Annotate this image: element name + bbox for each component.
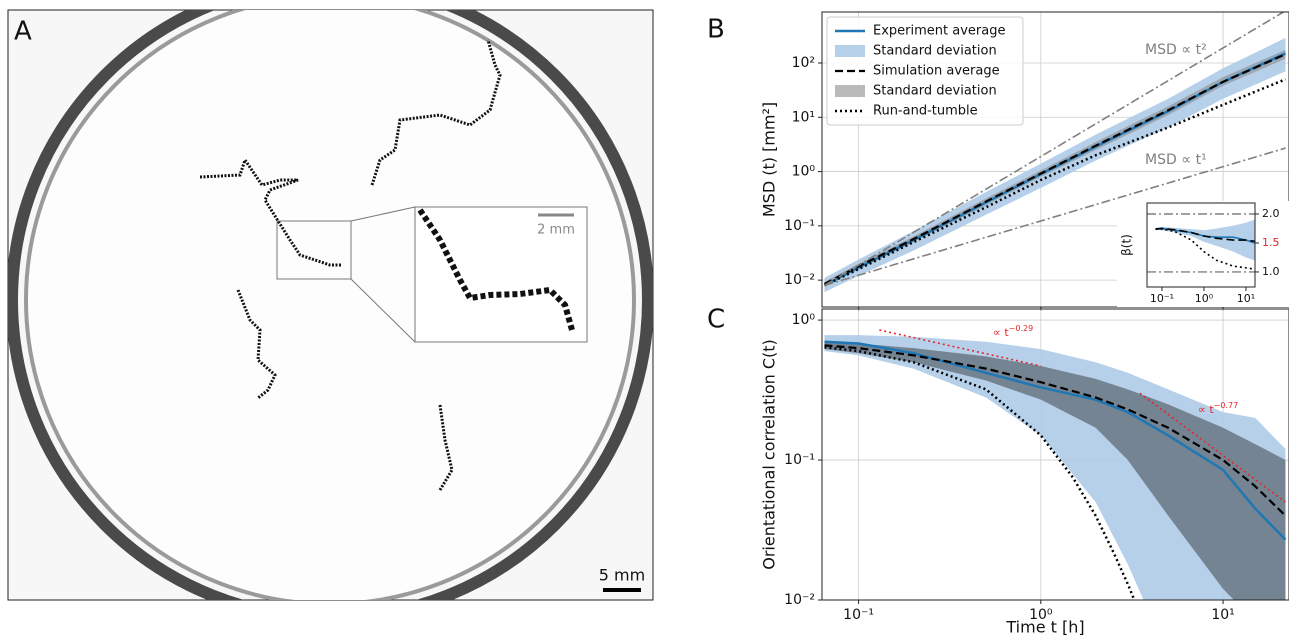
inset-scale-label: 2 mm xyxy=(537,223,575,238)
zoom-region xyxy=(276,220,352,280)
zoom-connector xyxy=(350,278,416,343)
panel-label: C xyxy=(707,305,725,335)
dish-inner xyxy=(24,10,636,600)
legend-box xyxy=(826,16,1024,126)
y-tick-label: 10⁻² xyxy=(784,272,815,288)
x-tick-label: 10⁻¹ xyxy=(843,607,874,623)
y-axis-label: Orientational correlation C(t) xyxy=(760,339,779,570)
annotation-base: ∝ t xyxy=(993,326,1009,339)
annotation-exponent: −0.29 xyxy=(1009,324,1034,333)
legend-swatch xyxy=(835,45,865,57)
x-tick-label: 10¹ xyxy=(1211,607,1234,623)
photo: 2 mm 5 mm xyxy=(8,10,653,600)
legend-label: Standard deviation xyxy=(873,84,997,99)
y-tick-label: 10⁻¹ xyxy=(784,452,815,468)
zoom-trajectory xyxy=(417,208,575,331)
series-line xyxy=(823,78,1286,287)
y-tick-label: 2.0 xyxy=(1262,207,1280,220)
y-tick-label: 1.0 xyxy=(1262,265,1280,278)
chart: MSD ∝ t² MSD ∝ t¹ 10⁻² 10⁻¹ 10⁰ 10¹ 10² MSD (t)… xyxy=(707,11,1289,311)
trajectory xyxy=(199,156,342,267)
scale-label: 5 mm xyxy=(599,566,645,585)
y-axis-label: MSD (t) [mm²] xyxy=(760,102,779,217)
series-line xyxy=(1155,227,1255,243)
x-tick-label: 10¹ xyxy=(1237,292,1255,305)
legend-label: Experiment average xyxy=(873,24,1005,39)
trajectory xyxy=(236,289,277,400)
x-tick-label: 10⁰ xyxy=(1195,292,1214,305)
y-tick-label: 10⁰ xyxy=(792,164,816,180)
plot-area xyxy=(1147,213,1255,273)
plot-area xyxy=(822,309,1289,600)
dish-rim xyxy=(8,10,653,600)
panel-a: 2 mm 5 mm A xyxy=(7,9,654,601)
y-axis-label: β(t) xyxy=(1120,234,1134,256)
series-line xyxy=(824,344,1287,517)
y-tick-label: 10¹ xyxy=(792,109,815,125)
axes-frame xyxy=(821,308,1289,601)
axes-frame xyxy=(821,11,1289,308)
y-tick-label: 1.5 xyxy=(1262,236,1280,249)
y-tick-label: 10² xyxy=(792,55,815,71)
x-axis-label: Time t [h] xyxy=(1005,618,1084,637)
trajectory xyxy=(438,404,454,491)
zoom-connector xyxy=(350,206,416,222)
legend-swatch xyxy=(835,85,865,97)
series-line xyxy=(824,340,1287,541)
annotation-base: ∝ t xyxy=(1198,403,1214,416)
x-tick-label: 10⁻¹ xyxy=(1150,292,1174,305)
std-band xyxy=(824,335,1286,600)
annotation: ∝ t−0.77 xyxy=(1198,401,1238,417)
series-line xyxy=(1155,228,1255,270)
annotation: MSD ∝ t¹ xyxy=(1145,152,1207,168)
inset-background xyxy=(1117,201,1289,307)
reference-line xyxy=(824,12,1286,287)
annotation: MSD ∝ t² xyxy=(1145,42,1207,58)
y-tick-label: 10⁰ xyxy=(792,312,816,328)
annotation: ∝ t−0.29 xyxy=(993,324,1033,340)
plot-area xyxy=(822,12,1289,307)
y-tick-label: 10⁻¹ xyxy=(784,218,815,234)
reference-line xyxy=(1139,392,1286,503)
panel-label: B xyxy=(707,15,725,45)
series-line xyxy=(824,345,1136,600)
legend-label: Simulation average xyxy=(873,64,1000,79)
x-tick-label: 10⁰ xyxy=(1029,607,1053,623)
chart: 10⁻¹ 10⁰ 10¹ 1.0 1.5 2.0 β(t) xyxy=(1117,201,1289,307)
legend-label: Run-and-tumble xyxy=(873,104,978,119)
panel-label: A xyxy=(14,17,32,47)
zoom-inset xyxy=(414,206,588,343)
trajectories xyxy=(199,39,502,491)
reference-line xyxy=(824,147,1286,287)
std-band xyxy=(824,341,1286,600)
series-line xyxy=(823,53,1286,285)
trajectory xyxy=(370,39,502,186)
annotation-exponent: −0.77 xyxy=(1214,401,1239,410)
axes-frame xyxy=(1146,202,1256,288)
y-tick-label: 10⁻² xyxy=(784,592,815,608)
legend-label: Standard deviation xyxy=(873,44,997,59)
